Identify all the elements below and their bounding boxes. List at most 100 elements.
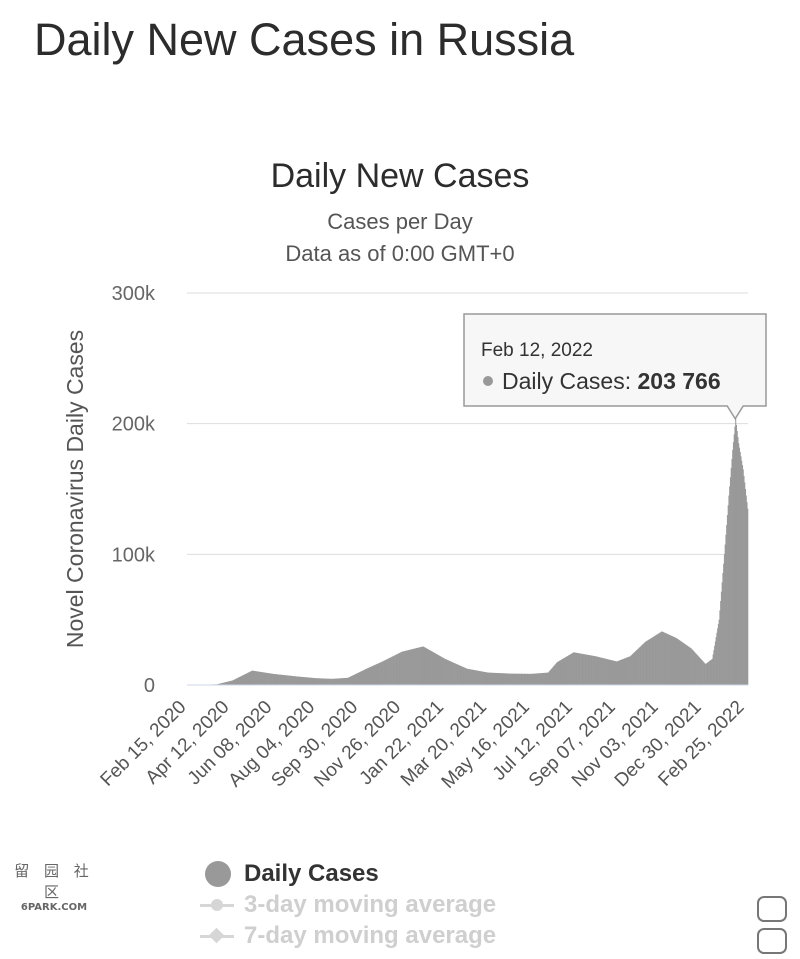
legend-item-7-day-average[interactable]: 7-day moving average [200,920,620,951]
bar [525,673,527,685]
bar [727,505,729,685]
bar [715,637,717,685]
bar [584,654,586,685]
bar [395,654,397,685]
bar [406,650,408,685]
bar [610,659,612,685]
bar [687,645,689,685]
bar [306,677,308,685]
bar [290,675,292,685]
bar [325,678,327,685]
bar [613,660,615,685]
bar [507,673,509,685]
bar [737,437,739,685]
bar [436,654,438,685]
bar [537,673,539,685]
bar [517,673,519,685]
bar [668,634,670,685]
bar [327,678,329,685]
chart-data-as-of: Data as of 0:00 GMT+0 [285,241,514,266]
bar [523,673,525,685]
toggle-7-day-checkbox[interactable] [757,928,787,954]
bar [508,673,510,685]
bar [391,656,393,685]
bar [659,632,661,685]
bar [688,646,690,685]
bar [648,639,650,685]
bar [237,677,239,685]
bar [244,674,247,685]
bar [299,676,301,685]
bar [720,591,722,685]
bar [644,641,646,685]
bar [503,673,505,685]
bar [744,482,746,685]
bar [275,674,277,685]
toggle-3-day-checkbox[interactable] [757,896,787,922]
bar [385,659,387,685]
bar [627,657,629,685]
bar [684,644,686,685]
legend-item-3-day-average[interactable]: 3-day moving average [200,889,620,920]
bar [465,668,467,685]
bar [535,673,537,685]
bar [613,660,616,685]
bar [446,659,448,685]
y-axis-ticks: 0 100k 200k 300k [112,283,156,697]
bar [642,644,644,685]
bar [458,664,460,685]
bar [705,664,707,685]
bar [359,671,361,685]
bar [577,653,579,685]
bar [615,661,617,685]
bar [656,634,658,685]
bar [270,673,272,685]
bar [415,648,417,685]
bar [581,653,583,685]
bar [321,678,323,685]
bar [293,676,295,685]
bar [744,489,747,685]
bar [374,664,376,685]
bar [493,672,495,685]
tooltip-series-dot [483,376,493,386]
bar [687,646,689,685]
bar [506,673,508,685]
bar [466,668,468,685]
bar [226,681,228,685]
bar [569,654,571,685]
bar [693,651,695,685]
bar [603,658,605,685]
legend-item-daily-cases[interactable]: Daily Cases [200,858,620,889]
bar [440,656,442,685]
bar [382,661,384,685]
bar [630,655,632,685]
bar [379,662,381,685]
watermark-symbols: 留 园 社 区 [14,862,94,901]
bar [257,671,259,685]
bar [363,669,366,685]
bar [380,662,382,685]
bar [682,642,684,685]
bar [222,682,224,685]
bar [386,659,388,685]
bar [232,680,234,685]
bar [418,647,420,685]
bar [665,633,667,685]
bar [334,678,336,685]
bar [243,674,245,685]
bar [743,475,745,685]
bar [433,652,435,685]
bar [370,666,372,685]
bar [284,675,286,685]
bar [390,657,392,685]
bar [326,678,328,685]
bar [366,668,368,685]
bar [740,456,742,685]
bar [504,673,506,685]
bar [704,663,706,685]
bar [344,678,346,685]
bar [402,651,404,685]
bar [729,486,731,685]
bar [459,665,461,685]
